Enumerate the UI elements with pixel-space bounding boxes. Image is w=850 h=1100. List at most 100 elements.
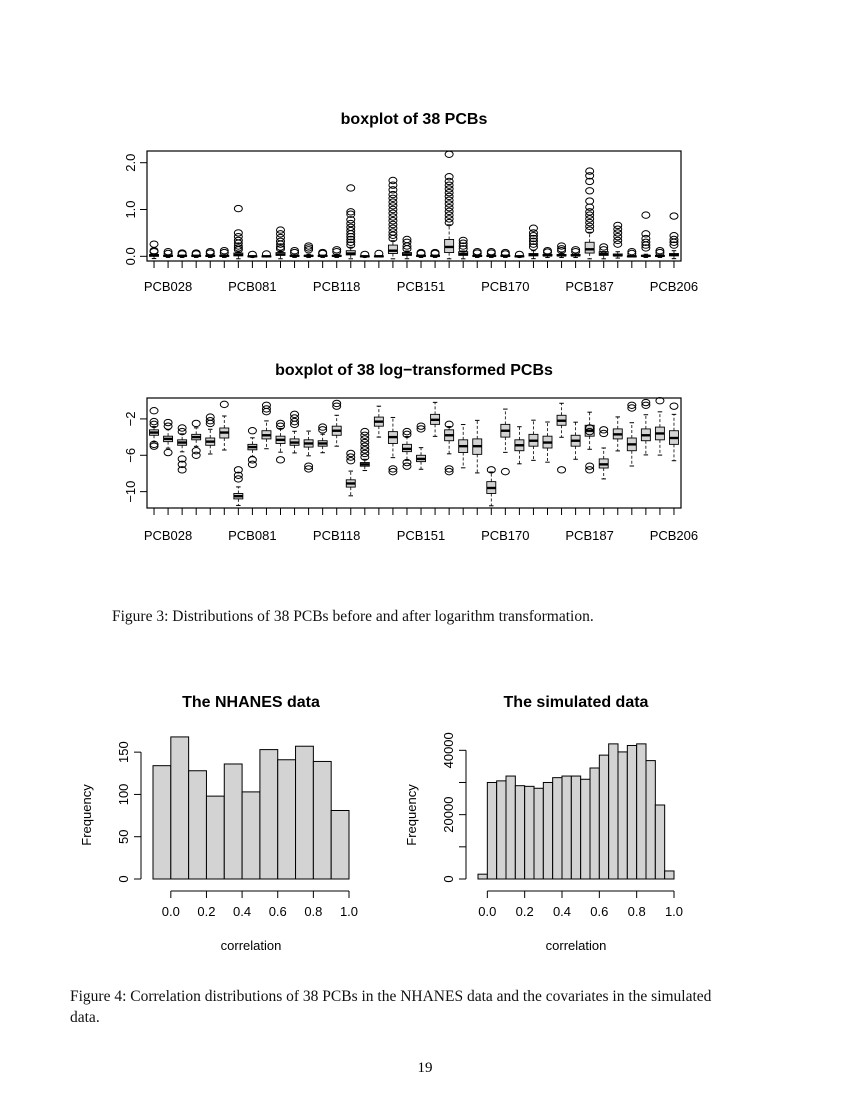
- outlier-point: [528, 243, 538, 251]
- outlier-point: [613, 221, 623, 230]
- histogram-bar: [295, 745, 314, 880]
- outlier-point: [528, 237, 538, 246]
- outlier-point: [486, 249, 496, 257]
- outlier-point: [177, 427, 187, 436]
- x-tick-label: 0.6: [590, 904, 608, 919]
- outlier-point: [585, 222, 595, 231]
- histogram-bar: [241, 791, 261, 880]
- outlier-point: [247, 456, 257, 464]
- outlier-point: [416, 422, 426, 430]
- histogram-bar: [188, 770, 207, 880]
- outlier-point: [402, 458, 412, 467]
- outlier-point: [585, 218, 595, 227]
- outlier-point: [290, 247, 300, 255]
- outlier-point: [360, 438, 370, 447]
- outlier-point: [360, 442, 370, 450]
- outlier-point: [585, 466, 595, 474]
- outlier-point: [346, 184, 356, 192]
- outlier-point: [163, 247, 173, 256]
- outlier-point: [149, 417, 159, 426]
- outlier-point: [444, 207, 454, 216]
- outlier-point: [388, 190, 398, 199]
- outlier-point: [585, 427, 595, 436]
- y-tick-label: −2: [123, 411, 138, 426]
- histogram-bar: [552, 777, 563, 880]
- x-tick-label: 1.0: [665, 904, 683, 919]
- histogram-bar: [561, 775, 572, 880]
- outlier-point: [599, 426, 609, 434]
- outlier-point: [627, 247, 637, 256]
- x-axis-label: correlation: [546, 938, 607, 953]
- outlier-point: [276, 243, 285, 251]
- histogram-bar: [330, 809, 350, 880]
- x-tick-label: 0.8: [304, 904, 322, 919]
- histogram-bar: [259, 749, 279, 880]
- x-tick-label: PCB081: [228, 279, 276, 294]
- x-tick-label: PCB206: [650, 528, 698, 543]
- y-tick-label: 100: [116, 784, 131, 806]
- outlier-point: [233, 246, 243, 254]
- histogram-bar: [580, 778, 591, 880]
- outlier-point: [346, 241, 356, 249]
- outlier-point: [444, 188, 454, 197]
- outlier-point: [276, 230, 285, 238]
- outlier-point: [444, 467, 454, 476]
- outlier-point: [585, 203, 595, 211]
- outlier-point: [557, 466, 567, 474]
- outlier-point: [458, 242, 468, 250]
- histogram-bar: [664, 870, 675, 880]
- outlier-point: [205, 417, 215, 425]
- outlier-point: [149, 442, 159, 450]
- y-axis-label: Frequency: [79, 784, 94, 846]
- outlier-point: [149, 247, 159, 256]
- outlier-point: [191, 250, 201, 258]
- outlier-point: [346, 219, 356, 228]
- chart-title: boxplot of 38 log−transformed PCBs: [275, 362, 553, 379]
- outlier-point: [528, 240, 538, 248]
- outlier-point: [444, 420, 454, 429]
- page-number: 19: [417, 1060, 433, 1076]
- outlier-point: [304, 244, 314, 252]
- histogram-simulated-chart: The simulated data 0.0 0.2 0.4 0.6 0.8 1.0 0 200…: [404, 694, 683, 953]
- outlier-point: [528, 229, 538, 237]
- x-tick-label: 0.2: [516, 904, 534, 919]
- outlier-point: [669, 232, 679, 240]
- outlier-point: [276, 422, 285, 430]
- outlier-point: [276, 233, 285, 242]
- outlier-point: [641, 234, 651, 243]
- outlier-point: [191, 451, 201, 459]
- outlier-point: [444, 181, 454, 189]
- outlier-point: [177, 466, 187, 474]
- outlier-point: [585, 177, 595, 186]
- outlier-point: [388, 176, 398, 185]
- outlier-point: [641, 398, 651, 407]
- x-tick-label: 0.4: [553, 904, 571, 919]
- outlier-point: [528, 232, 538, 240]
- outlier-point: [472, 249, 482, 257]
- outlier-point: [585, 197, 595, 205]
- outlier-point: [247, 427, 257, 435]
- outlier-point: [388, 220, 398, 229]
- outlier-point: [585, 226, 595, 234]
- outlier-point: [458, 236, 468, 245]
- outlier-point: [388, 181, 398, 189]
- outlier-point: [599, 246, 609, 254]
- outlier-point: [219, 247, 229, 255]
- outlier-point: [557, 247, 567, 255]
- outlier-point: [388, 231, 398, 239]
- outlier-point: [444, 211, 454, 219]
- outlier-point: [627, 401, 637, 409]
- outlier-point: [486, 466, 496, 474]
- outlier-point: [163, 448, 173, 457]
- outlier-point: [641, 230, 651, 238]
- outlier-point: [444, 215, 454, 223]
- outlier-point: [233, 229, 243, 237]
- outlier-point: [641, 238, 651, 246]
- outlier-point: [599, 243, 609, 251]
- plot-frame: [146, 397, 682, 509]
- outlier-point: [290, 248, 300, 257]
- x-tick-label: PCB118: [313, 528, 360, 543]
- outlier-point: [233, 236, 243, 245]
- box: [387, 244, 398, 254]
- outlier-point: [205, 249, 215, 257]
